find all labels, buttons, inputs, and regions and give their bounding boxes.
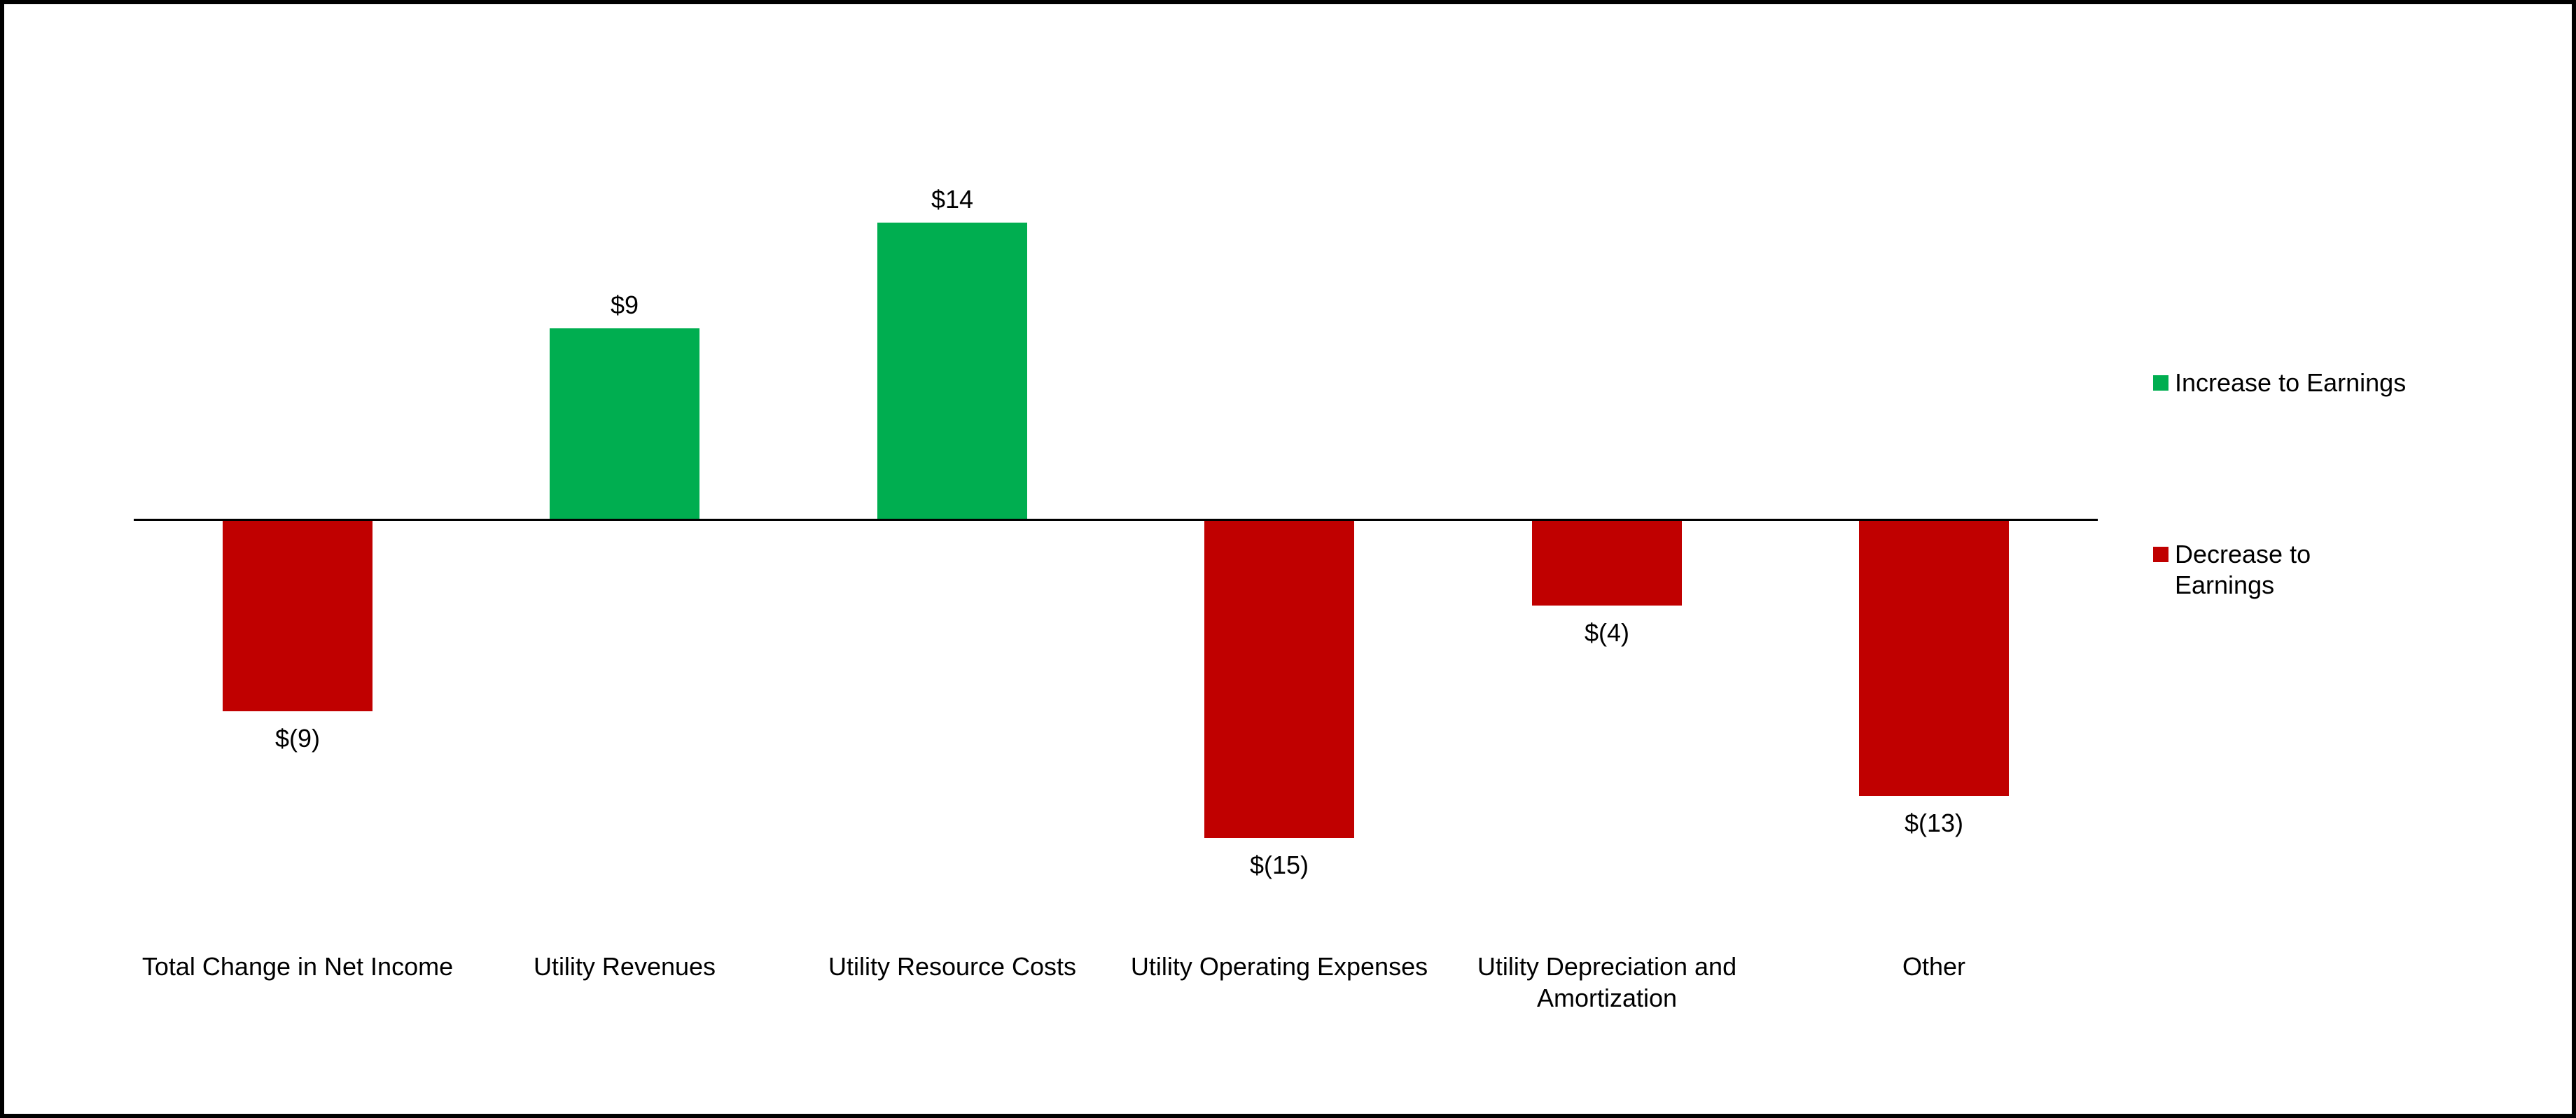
plot-area: $(9) $9 $14 $(15) $(4) $(13) Total Change in …	[4, 4, 2572, 1114]
legend-label-increase: Increase to Earnings	[2175, 368, 2407, 397]
bar-total-change-in-net-income	[223, 521, 373, 711]
bar-utility-depreciation-and-amortization	[1532, 521, 1682, 606]
bar-utility-revenues	[550, 328, 699, 519]
category-label-utility-operating-expenses: Utility Operating Expenses	[1130, 952, 1428, 981]
legend-swatch-decrease-icon	[2153, 547, 2168, 562]
bar-utility-resource-costs	[877, 223, 1027, 519]
value-label-utility-revenues: $9	[610, 291, 639, 319]
value-label-utility-resource-costs: $14	[931, 185, 974, 214]
category-label-utility-revenues: Utility Revenues	[533, 952, 716, 981]
bar-other	[1859, 521, 2009, 796]
legend-item-decrease: Decrease to Earnings	[2153, 539, 2364, 601]
legend-swatch-increase-icon	[2153, 375, 2168, 391]
value-label-utility-operating-expenses: $(15)	[1249, 851, 1309, 879]
category-label-other: Other	[1902, 952, 1966, 981]
legend-label-decrease: Decrease to Earnings	[2175, 540, 2311, 599]
legend-item-increase: Increase to Earnings	[2153, 368, 2406, 398]
category-label-utility-resource-costs: Utility Resource Costs	[828, 952, 1077, 981]
value-label-other: $(13)	[1904, 809, 1964, 837]
category-label-total-change-in-net-income: Total Change in Net Income	[141, 952, 454, 981]
value-label-utility-depreciation-and-amortization: $(4)	[1584, 618, 1630, 647]
category-label-utility-depreciation-and-amortization: Utility Depreciation and Amortization	[1477, 952, 1737, 1012]
value-label-total-change-in-net-income: $(9)	[274, 724, 321, 753]
bar-utility-operating-expenses	[1204, 521, 1354, 838]
zero-axis-line	[134, 519, 2098, 521]
